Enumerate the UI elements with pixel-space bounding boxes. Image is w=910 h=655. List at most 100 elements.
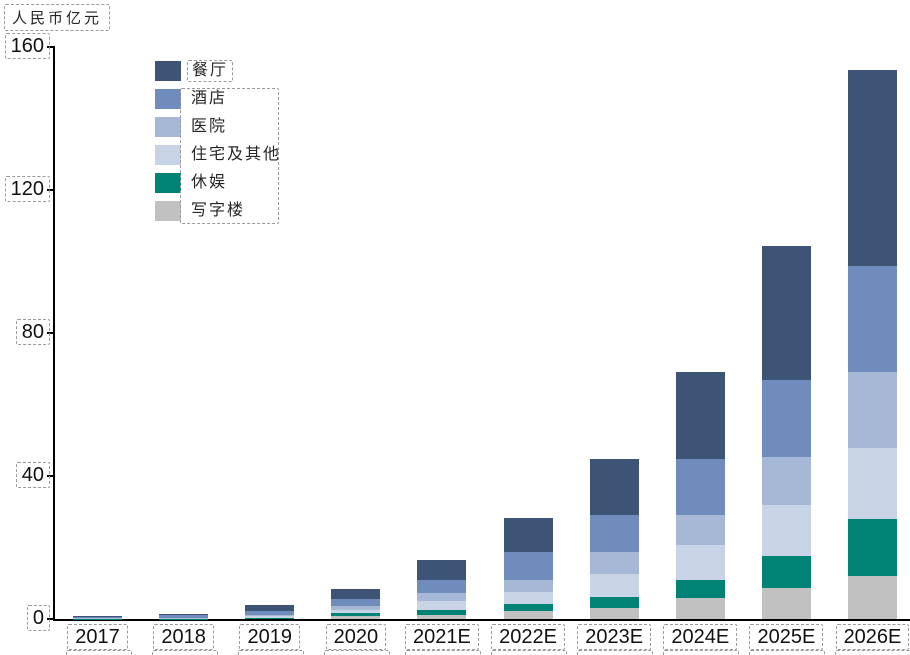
bar-segment-2023E-休娱 <box>589 597 639 608</box>
bar-segment-2017-餐厅 <box>73 616 122 618</box>
y-axis-title: 人民币亿元 <box>12 11 103 27</box>
y-tick-label-wrap: 0 <box>0 605 50 631</box>
y-tick-label: 160 <box>4 32 50 59</box>
cropped-annotation-box <box>835 650 910 655</box>
y-tick-label: 40 <box>15 461 50 488</box>
bar-segment-2023E-住宅及其他 <box>589 573 639 598</box>
y-tick-mark <box>47 618 53 620</box>
bar-segment-2025E-住宅及其他 <box>761 504 811 557</box>
bar-segment-2020-酒店 <box>331 598 381 606</box>
legend-label-医院: 医院 <box>191 118 228 135</box>
bar-segment-2018-住宅及其他 <box>159 618 209 619</box>
cropped-annotation-box <box>237 650 304 655</box>
cropped-annotation-box <box>151 650 218 655</box>
legend-item-餐厅: 餐厅 <box>155 60 285 82</box>
y-tick-label: 0 <box>26 605 50 631</box>
bar-segment-2026E-医院 <box>847 372 897 448</box>
bar-segment-2024E-休娱 <box>675 579 725 599</box>
bar-segment-2020-写字楼 <box>331 615 381 619</box>
legend-item-休娱: 休娱 <box>155 173 285 193</box>
x-label-wrap: 2018 <box>136 624 232 650</box>
bar-segment-2024E-餐厅 <box>675 372 725 460</box>
bar-segment-2026E-休娱 <box>847 518 897 577</box>
bar-segment-2026E-酒店 <box>847 266 897 373</box>
legend-label-餐厅: 餐厅 <box>187 60 234 82</box>
x-label-wrap: 2021E <box>394 624 490 650</box>
legend-item-写字楼: 写字楼 <box>155 201 285 221</box>
x-tick-label-2022E: 2022E <box>491 624 565 650</box>
x-tick-label-2024E: 2024E <box>663 624 738 650</box>
bar-segment-2019-酒店 <box>245 611 295 616</box>
bar-segment-2026E-住宅及其他 <box>847 447 897 519</box>
x-label-wrap: 2019 <box>222 624 318 650</box>
x-tick-label-2023E: 2023E <box>577 624 652 650</box>
bar-segment-2018-医院 <box>159 617 209 619</box>
bar-segment-2022E-住宅及其他 <box>503 591 553 604</box>
x-label-wrap: 2024E <box>652 624 748 650</box>
x-axis-line <box>53 619 910 621</box>
y-tick-label: 120 <box>4 175 50 202</box>
bar-segment-2025E-休娱 <box>761 556 811 589</box>
legend-label-休娱: 休娱 <box>191 174 228 191</box>
bar-segment-2019-写字楼 <box>245 618 295 619</box>
legend-swatch-住宅及其他 <box>155 145 181 165</box>
y-tick-mark <box>47 331 53 334</box>
x-label-wrap: 2025E <box>738 624 834 650</box>
bar-segment-2019-医院 <box>245 615 295 617</box>
bar-segment-2021E-餐厅 <box>417 559 467 580</box>
x-label-wrap: 2022E <box>480 624 576 650</box>
x-label-wrap: 2026E <box>824 624 910 650</box>
y-tick-label-wrap: 120 <box>0 175 50 202</box>
legend: 餐厅 酒店 医院 住宅及其他 休娱 写字楼 <box>155 60 285 229</box>
bar-segment-2023E-酒店 <box>589 514 639 553</box>
bar-segment-2023E-餐厅 <box>589 459 639 515</box>
bar-segment-2024E-写字楼 <box>675 598 725 619</box>
bar-segment-2020-医院 <box>331 605 381 611</box>
legend-swatch-医院 <box>155 117 181 137</box>
x-tick-label-2025E: 2025E <box>749 624 824 650</box>
cropped-annotation-box <box>323 650 390 655</box>
legend-label-酒店: 酒店 <box>191 90 228 107</box>
bar-segment-2024E-住宅及其他 <box>675 544 725 580</box>
bar-segment-2026E-写字楼 <box>847 576 897 619</box>
bar-segment-2022E-写字楼 <box>503 610 553 619</box>
bar-segment-2025E-医院 <box>761 456 811 505</box>
x-tick-label-2018: 2018 <box>153 624 214 650</box>
bar-segment-2022E-酒店 <box>503 551 553 580</box>
y-tick-label-wrap: 80 <box>0 318 50 345</box>
cropped-annotation-box <box>663 650 740 655</box>
x-tick-label-2019: 2019 <box>239 624 300 650</box>
y-axis-line <box>53 46 55 621</box>
bar-segment-2020-餐厅 <box>331 589 381 599</box>
legend-item-酒店: 酒店 <box>155 89 285 109</box>
cropped-annotation-box <box>65 650 132 655</box>
bar-segment-2019-餐厅 <box>245 604 295 612</box>
bar-segment-2023E-写字楼 <box>589 607 639 619</box>
bar-segment-2023E-医院 <box>589 552 639 574</box>
x-tick-label-2026E: 2026E <box>835 624 910 650</box>
y-tick-label: 80 <box>15 318 50 345</box>
x-label-wrap: 2020 <box>308 624 404 650</box>
bar-segment-2021E-住宅及其他 <box>417 601 467 611</box>
y-axis-title-box: 人民币亿元 <box>4 4 111 31</box>
legend-swatch-酒店 <box>155 89 181 109</box>
bar-segment-2022E-休娱 <box>503 603 553 611</box>
cropped-annotation-box <box>577 650 654 655</box>
y-tick-label-wrap: 40 <box>0 461 50 488</box>
cropped-annotation-box <box>491 650 568 655</box>
legend-label-写字楼: 写字楼 <box>191 202 246 219</box>
bar-segment-2017-酒店 <box>73 617 122 618</box>
bar-segment-2018-酒店 <box>159 615 209 618</box>
legend-swatch-写字楼 <box>155 201 181 221</box>
bar-segment-2021E-酒店 <box>417 579 467 594</box>
x-tick-label-2020: 2020 <box>325 624 387 650</box>
cropped-annotation-box <box>404 650 481 655</box>
y-tick-label-wrap: 160 <box>0 32 50 59</box>
bar-segment-2021E-写字楼 <box>417 615 467 619</box>
legend-swatch-休娱 <box>155 173 181 193</box>
bar-segment-2026E-餐厅 <box>847 70 897 267</box>
bar-segment-2025E-餐厅 <box>761 246 811 380</box>
bar-segment-2019-休娱 <box>245 617 295 619</box>
bar-segment-2025E-写字楼 <box>761 588 811 619</box>
